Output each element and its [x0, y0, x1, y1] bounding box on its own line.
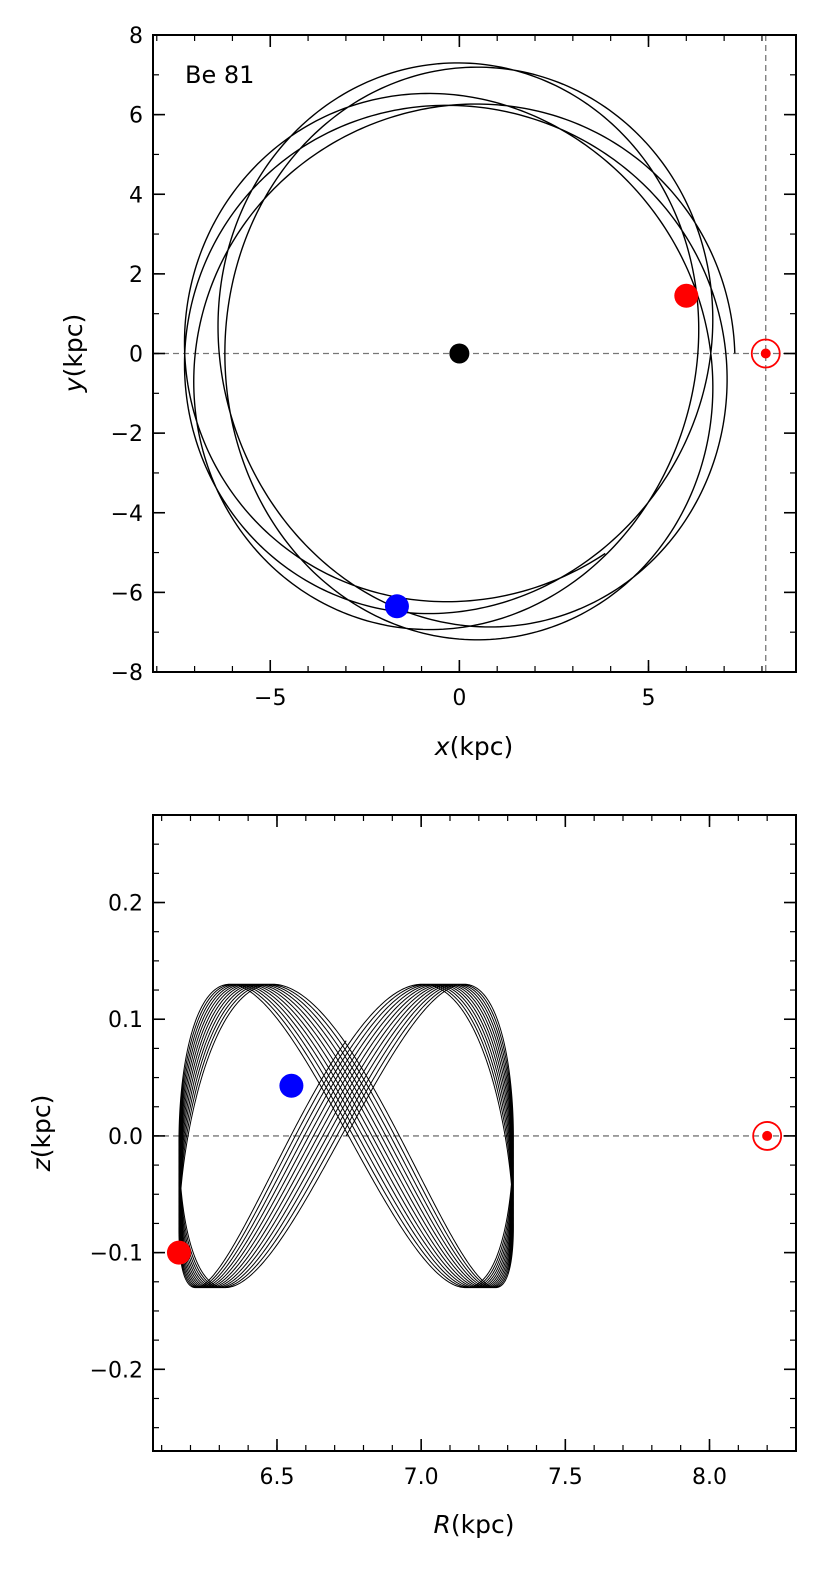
x-tick-label: 7.0	[404, 1465, 439, 1490]
y-tick-label: 0.2	[108, 892, 143, 917]
y-tick-label: 4	[129, 183, 143, 208]
y-tick-label: 0	[129, 343, 143, 368]
y-tick-label: 6	[129, 104, 143, 129]
xy-orbit-panel: −5 0 5 −8 −6 −4 −2 0 2 4 6 8 Be 81 x(kpc) y(kpc)	[59, 24, 797, 761]
y-tick-label: 0.0	[108, 1125, 143, 1150]
plot-content	[153, 983, 796, 1289]
x-axis-label: R(kpc)	[434, 1510, 515, 1539]
y-tick-label: 2	[129, 263, 143, 288]
plot-content	[153, 35, 796, 672]
x-tick-label: 5	[641, 686, 655, 711]
x-tick-label: 6.5	[259, 1465, 294, 1490]
y-tick-label: 0.1	[108, 1008, 143, 1033]
rz-plot-area: 6.5 7.0 7.5 8.0 −0.2 −0.1 0.0 0.1 0.2	[90, 814, 797, 1490]
y-tick-label: −2	[111, 422, 143, 447]
cluster-birth-position	[384, 594, 409, 619]
sun-marker-dot	[762, 1130, 773, 1141]
x-tick-label: 7.5	[548, 1465, 583, 1490]
cluster-present-position	[674, 283, 699, 308]
plot-frame	[152, 814, 797, 1452]
y-axis-label: z(kpc)	[27, 1095, 56, 1173]
galactic-center-point	[449, 343, 470, 364]
x-axis-label: x(kpc)	[434, 732, 513, 761]
sun-marker-ring	[752, 1121, 783, 1151]
y-tick-label: −6	[111, 581, 143, 606]
y-tick-label: −0.2	[90, 1358, 143, 1383]
orbit-path	[178, 983, 514, 1289]
panel-label: Be 81	[185, 61, 254, 89]
orbit-path	[183, 62, 736, 641]
x-tick-label: 0	[452, 686, 466, 711]
x-tick-label: 8.0	[692, 1465, 727, 1490]
y-tick-label: −4	[111, 502, 143, 527]
sun-marker-dot	[760, 348, 771, 359]
y-axis-label: y(kpc)	[59, 314, 88, 393]
y-tick-label: −8	[111, 661, 143, 686]
y-tick-label: −0.1	[90, 1242, 143, 1267]
xy-plot-area: −5 0 5 −8 −6 −4 −2 0 2 4 6 8	[111, 24, 797, 711]
cluster-present-position	[166, 1240, 191, 1265]
sun-marker-ring	[750, 338, 781, 369]
plot-frame	[152, 34, 797, 673]
cluster-birth-position	[279, 1073, 304, 1098]
x-tick-label: −5	[254, 686, 286, 711]
rz-orbit-panel: 6.5 7.0 7.5 8.0 −0.2 −0.1 0.0 0.1 0.2 R(kpc) z(k…	[27, 814, 797, 1539]
y-tick-label: 8	[129, 24, 143, 49]
